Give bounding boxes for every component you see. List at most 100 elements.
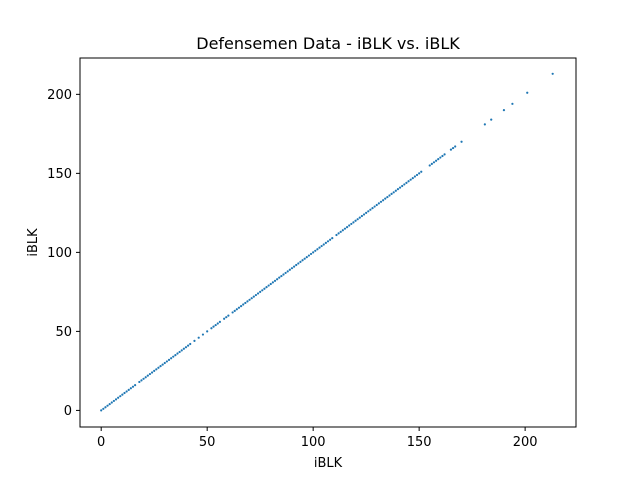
data-point xyxy=(449,148,453,151)
data-point xyxy=(100,409,103,412)
data-point xyxy=(223,317,226,320)
data-point xyxy=(165,360,169,363)
y-tick-label: 100 xyxy=(47,246,72,261)
data-point xyxy=(239,305,243,308)
data-point xyxy=(216,322,219,325)
x-tick-label: 100 xyxy=(301,435,326,450)
data-point xyxy=(369,208,372,211)
data-point xyxy=(301,259,304,262)
data-point xyxy=(331,237,334,240)
data-point xyxy=(305,256,308,259)
data-point xyxy=(341,229,344,232)
data-point xyxy=(267,284,270,287)
data-point xyxy=(318,246,321,249)
data-point xyxy=(316,248,319,251)
data-point xyxy=(278,276,281,279)
data-point xyxy=(246,300,249,303)
data-point xyxy=(322,243,325,246)
x-tick-label: 150 xyxy=(407,435,432,450)
data-point xyxy=(233,309,236,312)
data-point xyxy=(386,195,389,199)
data-point xyxy=(138,380,141,384)
data-point xyxy=(112,399,116,403)
data-point xyxy=(411,177,414,180)
data-point xyxy=(227,314,230,317)
data-point xyxy=(309,252,313,256)
data-point xyxy=(178,350,181,354)
data-point xyxy=(142,377,145,380)
data-point xyxy=(407,180,410,183)
data-point xyxy=(110,401,113,404)
y-tick-label: 0 xyxy=(64,404,72,419)
data-point xyxy=(396,188,400,191)
data-point xyxy=(114,398,118,401)
data-point xyxy=(248,298,251,301)
data-point xyxy=(214,323,217,327)
data-point xyxy=(379,200,383,203)
x-axis-ticks: 0 50 100 150 200 xyxy=(97,427,538,450)
data-point xyxy=(329,238,332,241)
data-point xyxy=(131,385,135,388)
data-points xyxy=(100,72,554,412)
data-point xyxy=(193,339,196,342)
data-point xyxy=(201,333,205,336)
y-axis-ticks: 0 50 100 150 200 xyxy=(47,88,80,419)
data-point xyxy=(176,352,179,355)
data-point xyxy=(144,376,147,379)
data-point xyxy=(292,265,296,268)
data-point xyxy=(170,357,173,360)
data-point xyxy=(180,349,183,352)
data-point xyxy=(337,232,340,235)
x-tick-label: 0 xyxy=(97,435,105,450)
data-point xyxy=(502,109,506,112)
data-point xyxy=(129,387,132,390)
data-point xyxy=(123,391,126,395)
data-point xyxy=(392,191,395,194)
data-point xyxy=(388,194,391,197)
data-point xyxy=(197,336,200,339)
y-tick-label: 200 xyxy=(47,88,72,103)
data-point xyxy=(418,172,421,175)
data-point xyxy=(273,279,277,282)
data-point xyxy=(460,140,463,143)
data-point xyxy=(320,244,323,248)
data-point xyxy=(352,221,355,224)
data-point xyxy=(286,270,289,273)
data-point xyxy=(326,240,330,243)
data-point xyxy=(403,183,406,186)
data-point xyxy=(212,325,215,328)
data-point xyxy=(365,211,368,214)
data-point xyxy=(244,301,247,305)
data-point xyxy=(335,233,338,237)
data-point xyxy=(265,286,268,289)
y-tick-label: 50 xyxy=(55,325,72,340)
data-point xyxy=(108,402,111,406)
data-point xyxy=(398,186,402,189)
data-point xyxy=(150,371,154,374)
data-point xyxy=(280,274,283,278)
data-point xyxy=(172,355,175,358)
data-point xyxy=(218,320,221,324)
data-point xyxy=(210,327,213,330)
y-axis-label: iBLK xyxy=(26,228,41,257)
data-point xyxy=(250,297,253,300)
data-point xyxy=(356,218,359,221)
data-point xyxy=(187,344,190,347)
data-point xyxy=(420,170,423,173)
data-point xyxy=(174,354,177,357)
data-point xyxy=(371,207,374,210)
data-point xyxy=(231,311,234,314)
data-point xyxy=(443,153,446,156)
data-point xyxy=(104,406,107,409)
data-point xyxy=(295,263,298,267)
data-point xyxy=(167,358,171,361)
data-point xyxy=(284,271,287,275)
data-point xyxy=(119,395,122,398)
data-point xyxy=(153,369,156,372)
data-point xyxy=(121,393,124,396)
data-point xyxy=(384,197,387,200)
data-point xyxy=(307,254,311,257)
data-point xyxy=(148,372,152,376)
data-point xyxy=(276,278,279,281)
